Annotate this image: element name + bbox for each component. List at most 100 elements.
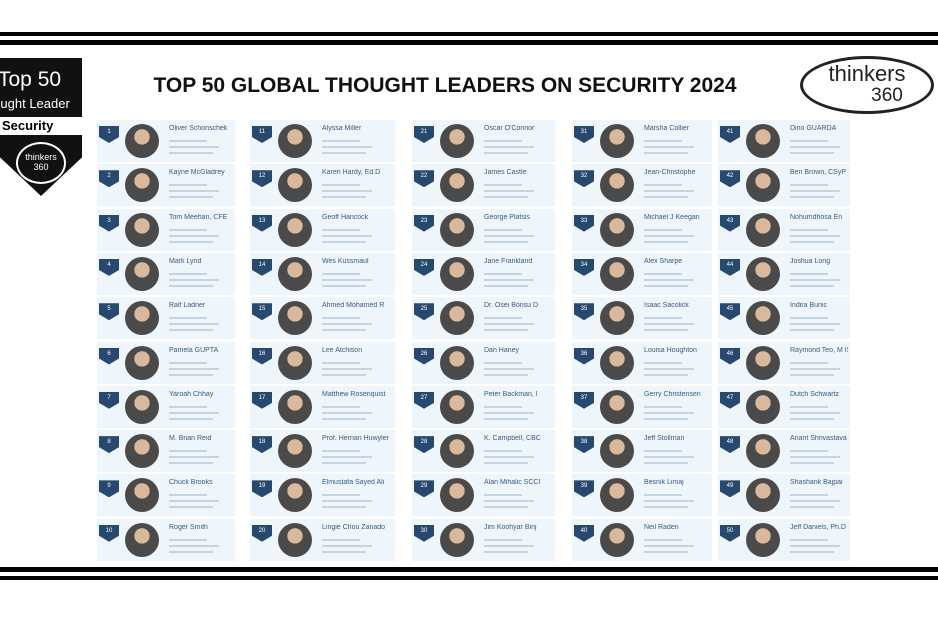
leader-name: Raymond Teo, M ISMS LA [790,346,848,354]
leader-card: 10 Roger Smith [97,518,235,561]
leader-card: 9 Chuck Brooks [97,474,235,517]
detail-line [322,456,372,459]
leader-name: Mark Lynd [169,257,202,265]
leader-card: 25 Dr. Osei Bonsu D [412,297,555,340]
detail-line [169,494,207,497]
leader-name: Nohumdhosa En [790,213,843,221]
rank-badge: 49 [720,480,740,498]
rank-badge: 35 [574,303,594,321]
avatar [600,212,634,247]
detail-line [790,367,840,370]
leader-card: 45 Indira Bunic [718,297,850,340]
leader-card: 28 K. Campbell, CBC [412,430,555,473]
detail-line [484,323,534,326]
leader-card: 7 Yaroah Chhay [97,385,235,428]
detail-line [484,405,522,408]
leader-name: Jim Koohyar Binj [484,523,537,531]
rank-badge: 21 [414,126,434,143]
detail-line [644,323,694,326]
leader-card: 21 Oscar O'Connor [412,120,555,162]
detail-line [322,506,366,509]
leader-name: Oliver Schonschek [169,125,228,132]
detail-line [169,462,213,465]
rank-badge: 18 [252,436,272,454]
rank-badge: 10 [99,524,119,542]
rank-badge: 48 [720,436,740,454]
leader-card: 44 Joshua Long [718,252,850,295]
avatar [600,256,634,291]
logo-number: 360 [871,85,903,106]
rank-badge: 3 [99,214,119,232]
leader-card: 30 Jim Koohyar Binj [412,518,555,561]
detail-line [644,317,682,320]
detail-line [484,240,528,243]
avatar [440,256,474,291]
avatar [600,478,634,513]
rank-badge: 17 [252,391,272,409]
leader-name: Marsha Collier [644,125,690,132]
rank-badge: 1 [99,126,119,143]
leader-name: Jean-Christophe [644,169,696,177]
detail-line [169,196,213,199]
leader-card: 8 M. Brian Reid [97,430,235,473]
rank-badge: 39 [574,480,594,498]
detail-line [322,190,372,193]
rank-badge: 43 [720,214,740,232]
leader-name: Anant Shrivastava [790,435,847,443]
avatar [440,212,474,247]
leader-name: Besnik Limaj [644,479,684,487]
detail-line [484,190,534,193]
detail-line [790,544,840,547]
leader-name: James Castle [484,169,527,177]
avatar [278,168,312,203]
detail-line [169,240,213,243]
leader-card: 32 Jean-Christophe [572,164,712,207]
detail-line [790,146,840,148]
detail-line [484,184,522,187]
detail-line [484,373,528,376]
rank-badge: 20 [252,524,272,542]
avatar [125,168,159,203]
leader-card: 23 George Platsis [412,208,555,251]
leader-name: Ralf Ladner [169,302,206,310]
leader-card: 36 Louisa Houghton [572,341,712,384]
detail-line [644,146,694,148]
rank-badge: 24 [414,258,434,276]
detail-line [484,544,534,547]
detail-line [790,152,834,154]
badge-brand: thinkers [25,152,57,162]
badge-seal: thinkers 360 [16,142,66,184]
avatar [278,212,312,247]
leader-card: 35 Isaac Sacolick [572,297,712,340]
detail-line [322,140,360,142]
avatar [440,434,474,469]
detail-line [790,506,834,509]
detail-line [790,361,828,364]
detail-line [484,462,528,465]
leader-card: 13 Geoff Hancock [250,208,395,251]
detail-line [169,228,207,231]
rank-badge: 44 [720,258,740,276]
leader-card: 27 Peter Backman, I [412,385,555,428]
avatar [746,256,780,291]
badge-role: Thought Leader [0,96,70,111]
detail-line [322,152,366,154]
detail-line [644,494,682,497]
avatar [746,522,780,557]
avatar [746,478,780,513]
detail-line [322,323,372,326]
avatar [746,212,780,247]
rank-badge: 27 [414,391,434,409]
rank-badge: 45 [720,303,740,321]
detail-line [169,329,213,332]
detail-line [644,272,682,275]
leader-name: Matthew Rosenquist [322,390,386,398]
rank-badge: 4 [99,258,119,276]
detail-line [322,361,360,364]
detail-line [484,234,534,237]
leader-name: Gerry Christensen [644,390,701,398]
detail-line [169,184,207,187]
leader-name: Elmustafa Sayed Ali [322,479,385,487]
title: TOP 50 GLOBAL THOUGHT LEADERS ON SECURIT… [153,74,737,97]
